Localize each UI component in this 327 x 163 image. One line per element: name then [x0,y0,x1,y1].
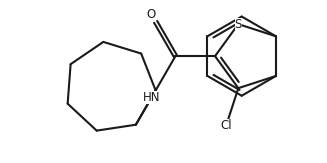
Text: Cl: Cl [220,119,232,132]
Text: O: O [146,8,156,21]
Text: S: S [235,18,242,31]
Text: HN: HN [143,91,160,104]
